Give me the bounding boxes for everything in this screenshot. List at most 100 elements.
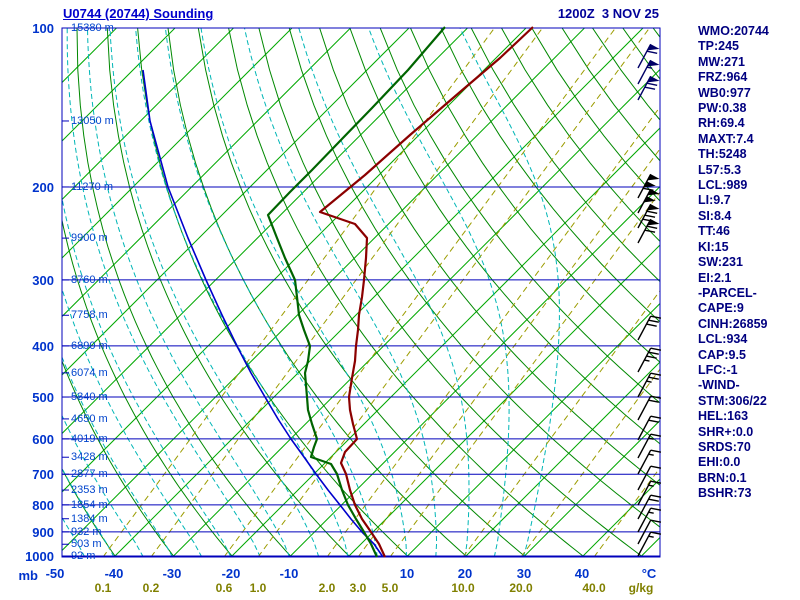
mixing-ratio-axis-label: 3.0 xyxy=(349,581,367,595)
isotherm-line xyxy=(406,302,660,557)
moist-adiabat-line xyxy=(298,28,470,557)
dry-adiabat-line xyxy=(410,28,660,363)
height-label: 6890 m xyxy=(71,339,108,352)
dry-adiabat-line xyxy=(319,28,660,486)
mixing-ratio-axis-label: 0.6 xyxy=(215,581,233,595)
index-line-28: EHI:0.0 xyxy=(698,455,741,470)
height-label: 2353 m xyxy=(71,484,108,497)
wind-barb-icon xyxy=(637,415,662,441)
wind-barb-icon xyxy=(637,519,662,545)
temp-axis-label: 40 xyxy=(574,566,590,581)
plot-frame xyxy=(61,27,661,558)
temp-axis-label: -30 xyxy=(162,566,182,581)
page-title: U0744 (20744) Sounding xyxy=(63,6,214,21)
wind-barb-icon xyxy=(637,372,662,398)
moist-adiabat-line xyxy=(109,28,320,557)
dry-adiabat-line xyxy=(774,28,800,556)
index-line-24: STM:306/22 xyxy=(698,393,767,408)
pressure-grid xyxy=(61,27,661,558)
temp-axis-label: 30 xyxy=(516,566,532,581)
dry-adiabat-line xyxy=(470,28,660,283)
dry-adiabat-line xyxy=(592,28,660,121)
wind-barb-icon xyxy=(637,395,662,421)
indices-panel: WMO:20744 TP:245 MW:271 FRZ:964 WB0:977 PW:0.… xyxy=(698,24,769,502)
wind-barb-icon xyxy=(637,315,662,341)
moist-adiabat-line xyxy=(62,414,144,557)
index-line-17: -PARCEL- xyxy=(698,285,757,300)
dry-adiabat-line xyxy=(76,28,291,557)
temp-axis-label: -40 xyxy=(104,566,124,581)
height-label: 15380 m xyxy=(71,22,114,34)
dewpoint-trace xyxy=(266,26,446,558)
pressure-label-400: 400 xyxy=(32,338,54,354)
dry-adiabat-line xyxy=(106,28,350,557)
index-line-7: MAXT:7.4 xyxy=(698,131,754,146)
moist-adiabat-line xyxy=(368,28,510,557)
height-label: 503 m xyxy=(71,538,102,551)
mixing-ratio-axis-label: 0.2 xyxy=(142,581,160,595)
height-label: 8760 m xyxy=(71,273,108,286)
height-label: 6074 m xyxy=(71,366,108,379)
index-line-19: CINH:26859 xyxy=(698,316,768,331)
moist-adiabat-line xyxy=(135,28,349,557)
height-label: 9900 m xyxy=(71,232,108,245)
pressure-unit-label: mb xyxy=(18,568,39,583)
isotherm-line xyxy=(113,28,644,557)
index-line-27: SRDS:70 xyxy=(698,439,751,454)
index-line-14: KI:15 xyxy=(698,239,729,254)
isotherm-line xyxy=(62,28,410,376)
moist-adiabat-line xyxy=(164,28,378,557)
isotherm-line xyxy=(523,419,660,557)
wind-barb-icon xyxy=(637,173,660,199)
mixing-ratio-axis-label: 1.0 xyxy=(249,581,267,595)
dry-adiabat-line xyxy=(501,28,660,243)
dry-adiabat-line xyxy=(288,28,660,528)
height-label: 5340 m xyxy=(71,391,108,404)
temp-axis-label: 20 xyxy=(457,566,473,581)
height-label: 3428 m xyxy=(71,451,108,464)
dry-adiabat-line xyxy=(349,28,660,445)
mixing-ratio-axis-label: g/kg xyxy=(628,581,654,595)
dry-adiabat-line xyxy=(197,28,525,557)
index-line-6: RH:69.4 xyxy=(698,116,745,131)
index-line-0: WMO:20744 xyxy=(698,24,769,38)
isotherm-line xyxy=(347,244,660,557)
sounding-profiles xyxy=(142,26,534,558)
moist-adiabat-line xyxy=(200,28,407,557)
height-label: 7758 m xyxy=(71,309,108,322)
index-line-9: L57:5.3 xyxy=(698,162,742,177)
background-grid xyxy=(62,28,800,557)
height-label: 932 m xyxy=(71,525,102,538)
moist-adiabat-line xyxy=(244,28,438,557)
temperature-trace xyxy=(318,26,534,558)
mixing-ratio-axis-label: 40.0 xyxy=(582,581,606,595)
wind-barb-icon xyxy=(637,507,662,533)
parcel-trace xyxy=(142,69,384,558)
moist-adiabat-line xyxy=(62,287,203,557)
datetime-label: 1200Z 3 NOV 25 xyxy=(557,6,659,21)
index-line-12: SI:8.4 xyxy=(698,208,732,223)
isotherm-line xyxy=(62,28,234,201)
index-line-4: WB0:977 xyxy=(698,85,751,100)
index-line-3: FRZ:964 xyxy=(698,70,748,85)
mixing-ratio-axis-label: 0.1 xyxy=(94,581,112,595)
index-line-30: BSHR:73 xyxy=(698,486,752,501)
dry-adiabat-line xyxy=(258,28,642,557)
pressure-label-200: 200 xyxy=(32,179,54,195)
height-label: 92 m xyxy=(71,550,96,562)
height-label: 13050 m xyxy=(71,114,114,127)
wind-barb-icon xyxy=(637,531,662,557)
index-line-11: LI:9.7 xyxy=(698,193,731,208)
index-line-20: LCL:934 xyxy=(698,332,748,347)
moist-adiabat-line xyxy=(459,28,560,557)
index-line-2: MW:271 xyxy=(698,54,746,69)
mixing-ratio-axis-label: 2.0 xyxy=(318,581,336,595)
moist-adiabat-line xyxy=(62,355,173,557)
wind-barb-icon xyxy=(637,218,660,244)
isotherm-line xyxy=(464,361,660,557)
mixing-ratio-line xyxy=(593,466,660,557)
index-line-15: SW:231 xyxy=(698,255,743,270)
mixing-ratio-axis-label: 20.0 xyxy=(509,581,533,595)
wind-barb-icon xyxy=(637,449,662,475)
